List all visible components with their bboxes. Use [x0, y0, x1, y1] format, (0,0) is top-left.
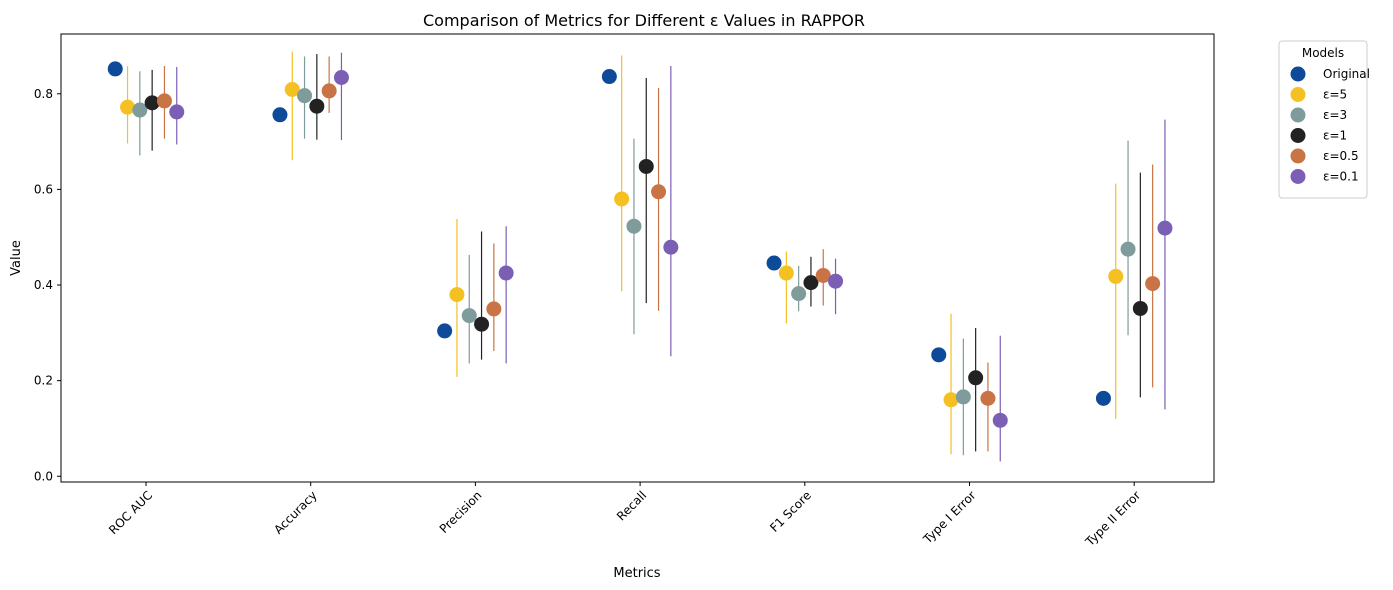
data-point	[663, 239, 679, 255]
data-point	[107, 61, 123, 77]
data-point	[169, 104, 185, 120]
data-point	[1108, 268, 1124, 284]
data-point	[651, 184, 667, 200]
data-point	[931, 347, 947, 363]
x-tick-label: Type I Error	[920, 488, 979, 547]
data-point	[766, 255, 782, 271]
x-axis-label: Metrics	[613, 566, 660, 581]
data-point	[1120, 241, 1136, 257]
data-point	[321, 83, 337, 99]
data-point	[828, 273, 844, 289]
y-tick-label: 0.8	[34, 87, 53, 101]
legend-label: ε=1	[1323, 129, 1347, 143]
data-point	[297, 88, 313, 104]
legend: Models Original ε=5 ε=3 ε=1 ε=0.5 ε=0.1	[1278, 40, 1370, 199]
legend-label: ε=3	[1323, 108, 1347, 122]
data-point	[132, 102, 148, 118]
legend-label: ε=0.1	[1323, 170, 1359, 184]
legend-marker	[1290, 128, 1306, 143]
data-point	[955, 389, 971, 405]
plot-frame	[60, 33, 1215, 483]
data-point	[1132, 300, 1148, 316]
data-point	[1095, 390, 1111, 406]
legend-marker	[1290, 169, 1306, 184]
data-point	[272, 107, 288, 123]
data-point	[474, 316, 490, 332]
legend-title: Models	[1302, 46, 1344, 60]
x-tick-label: Recall	[614, 488, 649, 523]
data-point	[144, 95, 160, 111]
data-point	[486, 301, 502, 317]
data-point	[1157, 220, 1173, 236]
data-point	[778, 265, 794, 281]
legend-marker	[1290, 107, 1306, 123]
data-point	[638, 158, 654, 174]
data-point	[120, 99, 136, 115]
data-point	[1145, 276, 1161, 292]
legend-marker	[1290, 87, 1306, 102]
x-tick-label: Type II Error	[1082, 488, 1143, 549]
data-point	[437, 323, 453, 339]
y-tick-label: 0.0	[34, 469, 53, 483]
legend-marker	[1290, 66, 1306, 82]
data-point	[626, 218, 642, 234]
y-tick-label: 0.2	[34, 374, 53, 388]
x-tick-label: Accuracy	[271, 488, 320, 537]
data-point	[803, 275, 819, 291]
y-tick-label: 0.4	[34, 278, 53, 292]
legend-label: Original	[1323, 67, 1370, 81]
data-point	[815, 267, 831, 283]
data-point	[992, 412, 1008, 428]
x-tick-label: ROC AUC	[106, 488, 155, 537]
x-tick-label: F1 Score	[767, 488, 814, 535]
data-point	[333, 70, 349, 86]
data-point	[601, 69, 617, 85]
y-axis-label: Value	[9, 240, 24, 276]
data-point	[980, 390, 996, 406]
data-point	[968, 370, 984, 386]
data-point	[284, 81, 300, 97]
data-point	[614, 191, 630, 207]
data-point	[498, 265, 514, 281]
plot-area: 0.0 0.2 0.4 0.6 0.8 ROC AUC Accuracy Precision R…	[34, 33, 1215, 549]
chart-title: Comparison of Metrics for Different ε Va…	[423, 11, 865, 30]
x-tick-label: Precision	[437, 488, 485, 536]
data-point	[791, 286, 807, 302]
data-point	[449, 287, 465, 303]
data-point	[156, 93, 172, 109]
data-point	[943, 392, 959, 408]
legend-label: ε=0.5	[1323, 149, 1359, 163]
data-point	[309, 98, 325, 114]
legend-marker	[1290, 148, 1306, 164]
data-point	[461, 308, 477, 324]
legend-label: ε=5	[1323, 88, 1347, 102]
y-tick-label: 0.6	[34, 182, 53, 196]
